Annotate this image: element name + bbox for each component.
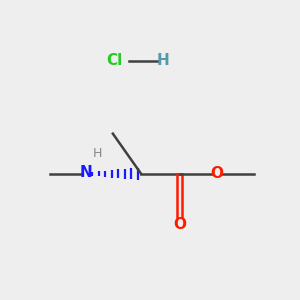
Text: H: H — [157, 53, 170, 68]
Text: O: O — [210, 166, 224, 181]
Text: O: O — [173, 217, 186, 232]
Text: Cl: Cl — [106, 53, 122, 68]
Text: H: H — [93, 147, 102, 160]
Text: N: N — [80, 165, 92, 180]
